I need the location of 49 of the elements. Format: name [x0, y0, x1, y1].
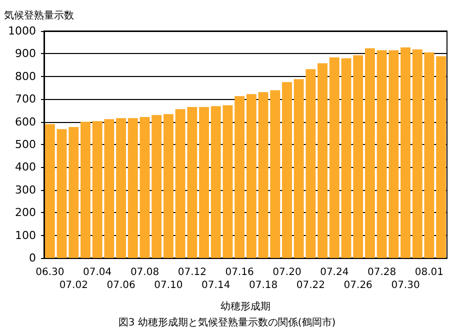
x-tick-label: 07.28	[367, 267, 396, 278]
bar	[234, 96, 245, 258]
y-tick-label: 700	[15, 92, 36, 106]
bar	[341, 58, 352, 258]
x-tick-label: 07.16	[225, 267, 254, 278]
bar	[329, 57, 340, 258]
bar	[282, 82, 292, 258]
bar	[400, 47, 410, 258]
bar	[80, 122, 90, 258]
bar	[246, 94, 256, 258]
x-tick-label: 08.01	[414, 267, 444, 278]
y-tick-label: 500	[15, 138, 36, 151]
x-tick-label: 07.04	[83, 267, 112, 278]
x-axis-title: 幼穂形成期	[220, 300, 270, 312]
y-tick-label: 600	[15, 115, 36, 128]
x-tick-label: 07.20	[272, 267, 302, 278]
y-tick-label: 1000	[8, 24, 36, 38]
x-tick-label: 07.26	[344, 280, 372, 291]
x-tick-label: 07.02	[59, 280, 88, 291]
bar	[364, 48, 375, 258]
bar	[140, 117, 150, 258]
y-tick-label: 200	[15, 206, 36, 220]
x-tick-label: 06.30	[36, 267, 64, 278]
x-tick-label: 07.06	[106, 280, 136, 291]
bar	[128, 118, 138, 258]
x-tick-label: 07.08	[130, 267, 160, 278]
bar	[44, 124, 55, 258]
x-tick-label: 07.22	[296, 280, 326, 291]
y-tick-label: 300	[15, 183, 36, 196]
x-tick-label: 07.24	[320, 267, 349, 278]
bar	[152, 114, 162, 258]
y-tick-label: 0	[29, 252, 36, 264]
x-tick-label: 07.12	[178, 267, 206, 278]
bar	[318, 63, 328, 258]
y-tick-label: 900	[15, 47, 36, 60]
bar	[199, 107, 209, 258]
x-tick-label: 07.14	[202, 280, 230, 291]
x-tick-label: 07.18	[248, 280, 278, 291]
x-tick-label: 07.10	[154, 280, 183, 291]
y-tick-label: 400	[15, 160, 36, 174]
y-tick-label: 100	[15, 228, 36, 242]
x-tick-label: 07.30	[391, 280, 420, 291]
bar	[436, 56, 446, 258]
bar	[116, 118, 126, 258]
bar	[163, 114, 174, 258]
caption: 図3 幼穂形成期と気候登熟量示数の関係(鶴岡市)	[118, 316, 336, 328]
y-tick-label: 800	[15, 70, 36, 83]
bar	[353, 55, 364, 258]
y-axis-title: 気候登熟量示数	[4, 10, 74, 22]
